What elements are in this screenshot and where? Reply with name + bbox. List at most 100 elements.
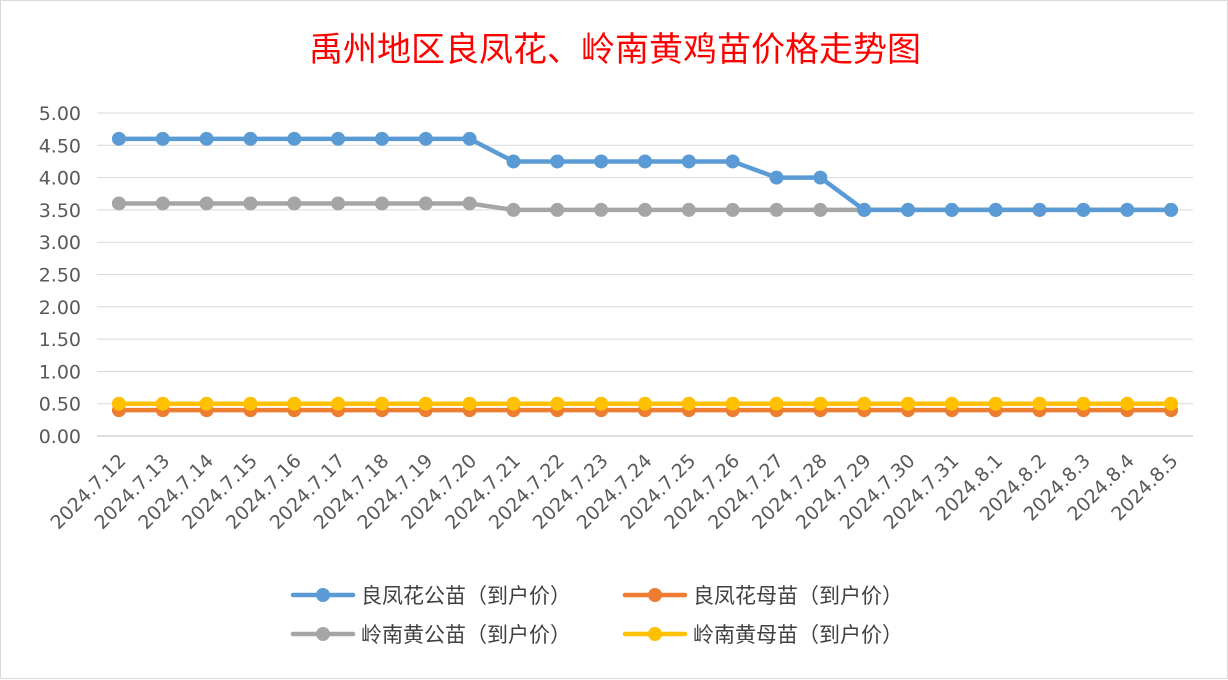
data-point (769, 170, 784, 185)
data-point (199, 196, 214, 211)
y-axis-ticks: 0.00 0.50 1.00 1.50 2.00 2.50 3.00 3.50 4.00 4.50… (39, 103, 81, 448)
data-point (287, 196, 302, 211)
legend-swatch-marker (648, 588, 662, 602)
data-point (769, 396, 784, 411)
data-point (944, 396, 959, 411)
data-point (199, 131, 214, 146)
legend-item: 良凤花公苗（到户价） (290, 584, 571, 608)
data-point (725, 202, 740, 217)
data-point (857, 396, 872, 411)
data-point (988, 396, 1003, 411)
data-point (944, 202, 959, 217)
data-point (287, 396, 302, 411)
data-point (550, 202, 565, 217)
data-point (1164, 202, 1179, 217)
data-point (111, 396, 126, 411)
series-3 (111, 396, 1179, 411)
data-point (1164, 396, 1179, 411)
legend-swatch-marker (648, 627, 662, 641)
data-point (462, 131, 477, 146)
data-point (901, 202, 916, 217)
legend: 良凤花公苗（到户价） 良凤花母苗（到户价） 岭南黄公苗（到户价） 岭南黄母苗（到户价） (290, 584, 903, 647)
legend-item: 岭南黄公苗（到户价） (290, 623, 571, 647)
series-0 (111, 131, 1179, 217)
data-point (462, 396, 477, 411)
data-point (111, 131, 126, 146)
data-point (594, 154, 609, 169)
data-point (725, 396, 740, 411)
data-point (857, 202, 872, 217)
y-tick-label: 2.50 (39, 265, 81, 287)
data-point (638, 396, 652, 411)
data-point (1120, 202, 1135, 217)
data-point (725, 154, 740, 169)
data-point (813, 396, 828, 411)
data-point (594, 396, 609, 411)
data-point (506, 396, 521, 411)
data-point (1120, 396, 1135, 411)
data-point (155, 131, 170, 146)
data-point (374, 196, 389, 211)
data-point (1076, 396, 1091, 411)
data-point (111, 196, 126, 211)
y-tick-label: 5.00 (39, 103, 81, 125)
y-tick-label: 1.00 (39, 361, 81, 383)
data-point (418, 396, 433, 411)
data-point (988, 202, 1003, 217)
data-point (462, 196, 477, 211)
data-point (638, 154, 652, 169)
legend-item: 良凤花母苗（到户价） (622, 584, 903, 608)
data-point (638, 202, 652, 217)
data-point (550, 396, 565, 411)
data-point (155, 396, 170, 411)
y-tick-label: 0.00 (39, 426, 81, 448)
data-point (374, 131, 389, 146)
y-tick-label: 4.00 (39, 168, 81, 190)
data-point (1076, 202, 1091, 217)
data-point (331, 131, 346, 146)
y-tick-label: 4.50 (39, 135, 81, 157)
data-point (287, 131, 302, 146)
data-point (155, 196, 170, 211)
data-point (331, 196, 346, 211)
series-2 (111, 196, 1179, 217)
data-point (1032, 396, 1047, 411)
y-tick-label: 1.50 (39, 329, 81, 351)
data-point (243, 131, 258, 146)
data-point (901, 396, 916, 411)
data-point (418, 196, 433, 211)
data-point (331, 396, 346, 411)
data-point (1032, 202, 1047, 217)
data-point (506, 202, 521, 217)
legend-label: 良凤花公苗（到户价） (361, 584, 571, 608)
data-point (769, 202, 784, 217)
data-point (243, 196, 258, 211)
data-point (813, 202, 828, 217)
series-layer (111, 131, 1179, 418)
data-point (594, 202, 609, 217)
legend-swatch-marker (316, 588, 330, 602)
data-point (813, 170, 828, 185)
y-tick-label: 2.00 (39, 297, 81, 319)
legend-item: 岭南黄母苗（到户价） (622, 623, 903, 647)
y-tick-label: 0.50 (39, 394, 81, 416)
legend-label: 岭南黄公苗（到户价） (361, 623, 571, 647)
data-point (243, 396, 258, 411)
y-tick-label: 3.50 (39, 200, 81, 222)
data-point (506, 154, 521, 169)
data-point (374, 396, 389, 411)
y-tick-label: 3.00 (39, 232, 81, 254)
data-point (681, 202, 696, 217)
data-point (550, 154, 565, 169)
legend-swatch-marker (316, 627, 330, 641)
series-line (116, 136, 1174, 213)
chart-title: 禹州地区良凤花、岭南黄鸡苗价格走势图 (309, 30, 921, 70)
data-point (199, 396, 214, 411)
data-point (681, 154, 696, 169)
x-axis-ticks: 2024.7.122024.7.132024.7.142024.7.152024… (47, 450, 1183, 534)
legend-label: 岭南黄母苗（到户价） (693, 623, 903, 647)
legend-label: 良凤花母苗（到户价） (693, 584, 903, 608)
data-point (681, 396, 696, 411)
data-point (418, 131, 433, 146)
